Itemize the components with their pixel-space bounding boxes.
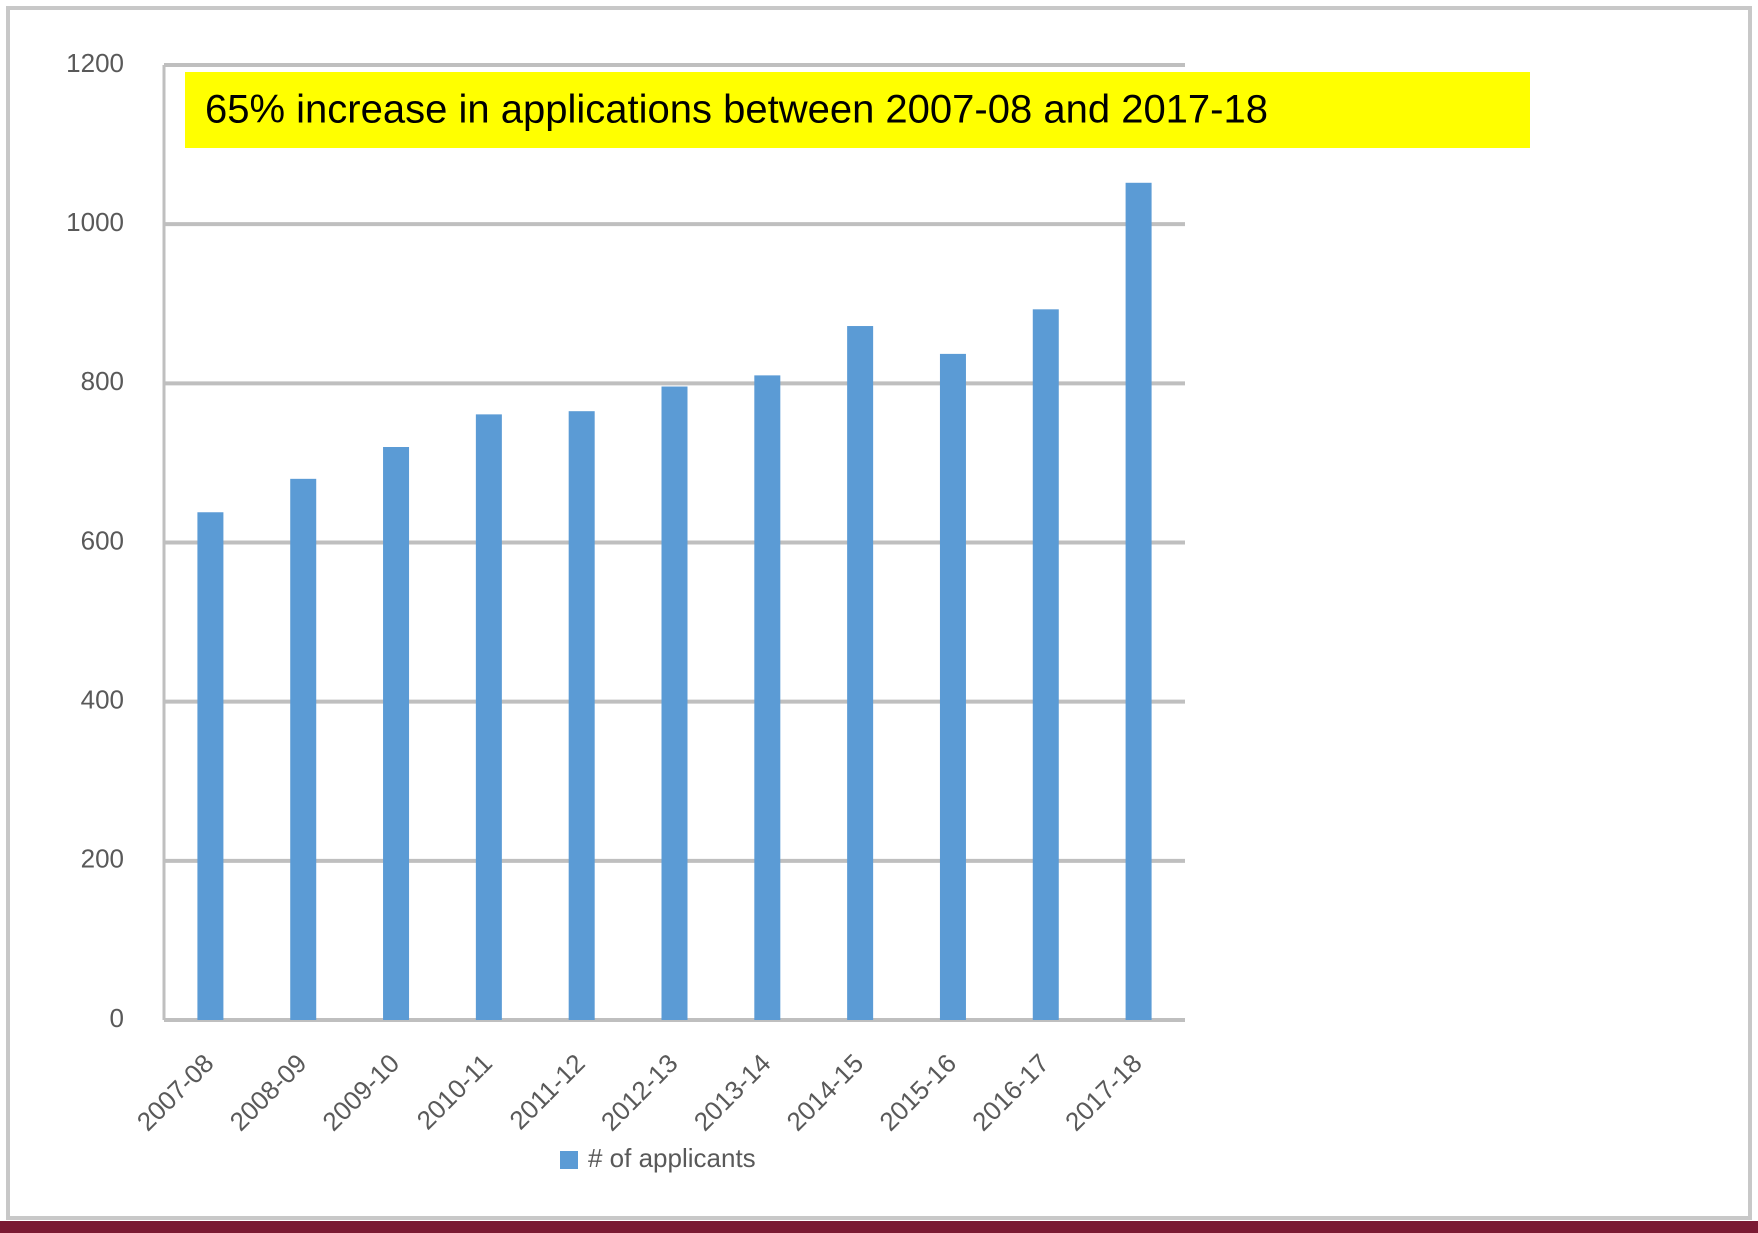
y-tick-label: 0 — [110, 1003, 124, 1033]
y-tick-label: 200 — [81, 844, 124, 874]
y-tick-label: 600 — [81, 525, 124, 555]
bar — [475, 414, 502, 1020]
y-tick-label: 800 — [81, 366, 124, 396]
legend-label: # of applicants — [588, 1143, 756, 1173]
bar — [1032, 309, 1059, 1021]
y-tick-label: 1200 — [66, 48, 124, 78]
bar — [661, 386, 688, 1020]
bar — [383, 447, 410, 1020]
bar — [939, 353, 966, 1020]
footer-bar — [0, 1221, 1758, 1233]
bar — [290, 478, 317, 1020]
bar — [847, 326, 874, 1020]
bar — [754, 375, 781, 1020]
annotation: 65% increase in applications between 200… — [205, 88, 1268, 132]
annotation-box — [185, 72, 1530, 148]
bar — [568, 411, 595, 1020]
legend-swatch — [560, 1151, 578, 1169]
chart-frame — [6, 6, 1752, 1220]
bar — [1125, 182, 1152, 1021]
y-tick-label: 1000 — [66, 207, 124, 237]
y-tick-label: 400 — [81, 685, 124, 715]
bar — [197, 512, 224, 1020]
